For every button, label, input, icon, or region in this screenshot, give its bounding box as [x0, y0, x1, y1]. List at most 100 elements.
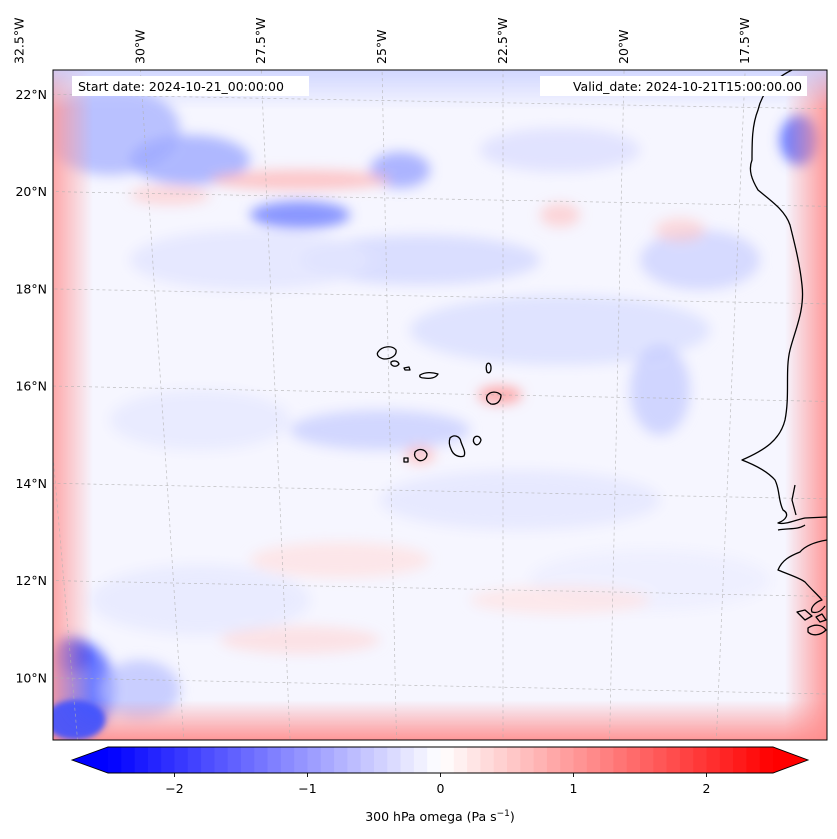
- colorbar: −2 −1 0 1 2 300 hPa omega (Pa s−1): [70, 746, 810, 824]
- island-brava: [403, 457, 409, 463]
- colorbar-segment: [161, 747, 176, 773]
- colorbar-segment: [520, 747, 535, 773]
- colorbar-segment: [493, 747, 508, 773]
- colorbar-segment: [320, 747, 335, 773]
- colorbar-segment: [759, 747, 774, 773]
- meridian-line: [53, 451, 78, 740]
- colorbar-extend-high: [773, 747, 808, 773]
- longitude-tick-label: 20°W: [616, 29, 631, 64]
- colorbar-segment: [560, 747, 575, 773]
- colorbar-segment: [241, 747, 255, 773]
- colorbar-segment: [121, 747, 136, 773]
- colorbar-segment: [626, 747, 641, 773]
- longitude-tick-label: 30°W: [132, 29, 147, 64]
- senegal-coast-detail: [777, 484, 806, 531]
- colorbar-segment: [347, 747, 362, 773]
- colorbar-segment: [360, 747, 375, 773]
- island-boa-vista: [485, 391, 502, 405]
- colorbar-segments: [108, 747, 774, 773]
- island-santa-luzia: [403, 366, 411, 371]
- latitude-tick-label: 12°N: [15, 573, 47, 588]
- colorbar-segment: [187, 747, 202, 773]
- colorbar-segment: [280, 747, 295, 773]
- colorbar-segment: [719, 747, 734, 773]
- island-santiago: [448, 435, 466, 458]
- island-santo-antao: [376, 346, 397, 360]
- coastlines: [376, 70, 827, 636]
- colorbar-segment: [427, 747, 442, 773]
- colorbar-segment: [546, 747, 561, 773]
- parallel-line: [53, 288, 827, 305]
- valid-date-label: Valid_date: 2024-10-21T15:00:00.00: [573, 79, 802, 94]
- latitude-tick-label: 18°N: [15, 281, 47, 296]
- colorbar-tick-label: 2: [703, 781, 711, 796]
- parallel-line: [53, 482, 827, 500]
- colorbar-segment: [227, 747, 242, 773]
- guinea-bissau-coastline: [777, 539, 827, 614]
- start-date-box: [72, 76, 309, 96]
- colorbar-segment: [201, 747, 215, 773]
- longitude-tick-label: 32.5°W: [12, 18, 27, 64]
- parallel-line: [53, 93, 827, 110]
- colorbar-segment: [108, 747, 122, 773]
- colorbar-segment: [147, 747, 162, 773]
- colorbar-segment: [214, 747, 229, 773]
- meridian-line: [715, 70, 746, 740]
- colorbar-segment: [467, 747, 481, 773]
- colorbar-segment: [600, 747, 614, 773]
- valid-date-box: [540, 76, 807, 96]
- meridian-line: [140, 70, 185, 740]
- omega-field: [53, 70, 827, 740]
- colorbar-segment: [693, 747, 708, 773]
- longitude-tick-labels: 32.5°W 30°W 27.5°W 25°W 22.5°W 20°W 17.5°W: [12, 18, 752, 64]
- colorbar-tick-label: −2: [165, 781, 183, 796]
- latitude-tick-label: 14°N: [15, 476, 47, 491]
- colorbar-segment: [507, 747, 521, 773]
- colorbar-segment: [653, 747, 668, 773]
- parallel-line: [53, 385, 827, 402]
- longitude-tick-label: 17.5°W: [737, 18, 752, 64]
- colorbar-segment: [640, 747, 654, 773]
- colorbar-segment: [254, 747, 269, 773]
- colorbar-segment: [307, 747, 322, 773]
- colorbar-segment: [706, 747, 721, 773]
- colorbar-segment: [679, 747, 694, 773]
- africa-coastline: [741, 70, 827, 525]
- colorbar-segment: [400, 747, 415, 773]
- omega-field-blobs: [53, 85, 820, 740]
- map-frame: [52, 69, 828, 741]
- colorbar-segment: [453, 747, 468, 773]
- colorbar-segment: [267, 747, 282, 773]
- colorbar-segment: [746, 747, 761, 773]
- latitude-tick-label: 16°N: [15, 379, 47, 394]
- colorbar-segment: [573, 747, 588, 773]
- colorbar-outline: [70, 746, 810, 774]
- latitude-tick-labels: 10°N 12°N 14°N 16°N 18°N 20°N 22°N: [15, 87, 47, 685]
- island-sal: [485, 362, 492, 374]
- colorbar-segment: [134, 747, 149, 773]
- colorbar-ticks: −2 −1 0 1 2: [165, 773, 710, 796]
- parallel-line: [53, 580, 827, 597]
- longitude-tick-label: 27.5°W: [253, 18, 268, 64]
- colorbar-segment: [586, 747, 601, 773]
- colorbar-segment: [533, 747, 548, 773]
- latitude-tick-label: 10°N: [15, 670, 47, 685]
- colorbar-label: 300 hPa omega (Pa s−1): [365, 809, 515, 824]
- colorbar-segment: [174, 747, 189, 773]
- colorbar-segment: [387, 747, 402, 773]
- parallel-line: [53, 191, 827, 207]
- island-fogo: [413, 448, 428, 462]
- colorbar-segment: [666, 747, 681, 773]
- latitude-tick-label: 22°N: [15, 87, 47, 102]
- colorbar-segment: [334, 747, 348, 773]
- colorbar-segment: [440, 747, 455, 773]
- colorbar-segment: [613, 747, 628, 773]
- colorbar-segment: [413, 747, 428, 773]
- colorbar-segment: [480, 747, 495, 773]
- island-maio: [472, 435, 482, 446]
- colorbar-tick-label: −1: [298, 781, 316, 796]
- latitude-tick-label: 20°N: [15, 184, 47, 199]
- colorbar-tick-label: 0: [437, 781, 445, 796]
- colorbar-segment: [733, 747, 747, 773]
